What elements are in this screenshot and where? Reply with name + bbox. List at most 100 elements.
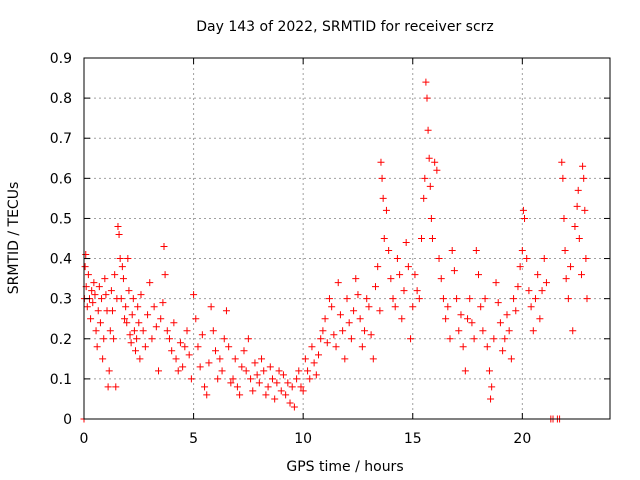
data-point xyxy=(286,399,294,407)
y-tick-label: 0.5 xyxy=(50,211,72,227)
data-points xyxy=(80,78,591,423)
data-point xyxy=(161,271,169,279)
data-point xyxy=(538,287,546,295)
data-point xyxy=(514,283,522,291)
data-point xyxy=(391,303,399,311)
data-point xyxy=(431,158,439,166)
data-point xyxy=(325,295,333,303)
data-point xyxy=(367,331,375,339)
y-tick-label: 0.8 xyxy=(50,91,72,107)
data-point xyxy=(317,335,325,343)
data-point xyxy=(209,327,217,335)
y-tick-label: 0.2 xyxy=(50,332,72,348)
data-point xyxy=(174,367,182,375)
data-point xyxy=(464,315,472,323)
data-point xyxy=(583,295,591,303)
data-point xyxy=(99,355,107,363)
data-point xyxy=(396,271,404,279)
y-tick-label: 0 xyxy=(63,412,72,428)
data-point xyxy=(247,375,255,383)
data-point xyxy=(160,243,168,251)
data-point xyxy=(114,222,122,230)
data-point xyxy=(352,275,360,283)
data-point xyxy=(152,323,160,331)
data-point xyxy=(387,275,395,283)
data-point xyxy=(505,327,513,335)
data-point xyxy=(385,247,393,255)
data-point xyxy=(100,335,108,343)
data-point xyxy=(229,375,237,383)
data-point xyxy=(315,351,323,359)
data-point xyxy=(132,347,140,355)
data-point xyxy=(483,343,491,351)
data-point xyxy=(521,214,529,222)
data-point xyxy=(562,275,570,283)
data-point xyxy=(536,315,544,323)
data-point xyxy=(139,327,147,335)
data-point xyxy=(295,367,303,375)
data-point xyxy=(433,166,441,174)
data-point xyxy=(155,367,163,375)
data-point xyxy=(141,343,149,351)
data-point xyxy=(529,327,537,335)
data-point xyxy=(268,375,276,383)
data-point xyxy=(249,387,257,395)
data-point xyxy=(218,367,226,375)
data-point xyxy=(137,291,145,299)
data-point xyxy=(358,343,366,351)
data-point xyxy=(108,307,116,315)
data-point xyxy=(198,331,206,339)
y-axis-label: SRMTID / TECUs xyxy=(6,182,22,295)
data-point xyxy=(290,403,298,411)
data-point xyxy=(567,263,575,271)
data-point xyxy=(418,235,426,242)
data-point xyxy=(470,335,478,343)
data-point xyxy=(323,339,331,347)
data-point xyxy=(519,206,527,214)
data-point xyxy=(87,315,95,323)
data-point xyxy=(212,347,219,355)
data-point xyxy=(130,327,138,335)
data-point xyxy=(146,279,154,287)
x-tick-label: 15 xyxy=(404,431,422,447)
data-point xyxy=(343,295,351,303)
data-point xyxy=(125,287,133,295)
data-point xyxy=(82,251,90,259)
data-point xyxy=(341,355,349,363)
data-point xyxy=(94,307,102,315)
data-point xyxy=(466,295,474,303)
y-tick-label: 0.7 xyxy=(50,131,72,147)
data-point xyxy=(135,319,143,327)
data-point xyxy=(258,355,266,363)
data-point xyxy=(115,230,123,238)
data-point xyxy=(238,363,246,371)
data-point xyxy=(490,335,498,343)
data-point xyxy=(339,327,347,335)
data-point xyxy=(231,355,239,363)
data-point xyxy=(439,295,447,303)
data-point xyxy=(144,311,152,319)
data-point xyxy=(376,307,384,315)
data-point xyxy=(503,311,511,319)
data-point xyxy=(136,355,144,363)
data-point xyxy=(510,295,518,303)
y-tick-label: 0.4 xyxy=(50,252,72,268)
data-point xyxy=(426,182,434,190)
data-point xyxy=(477,303,485,311)
data-point xyxy=(111,271,119,279)
data-point xyxy=(334,279,342,287)
data-point xyxy=(540,255,548,263)
data-point xyxy=(181,343,189,351)
data-point xyxy=(196,363,204,371)
data-point xyxy=(558,158,566,166)
data-point xyxy=(407,335,415,343)
data-point xyxy=(207,303,215,311)
data-point xyxy=(240,347,248,355)
data-point xyxy=(273,379,281,387)
data-point xyxy=(205,359,213,367)
data-point xyxy=(96,319,104,327)
data-point xyxy=(409,303,417,311)
data-point xyxy=(319,327,327,335)
data-point xyxy=(148,335,156,343)
data-point xyxy=(282,391,290,399)
